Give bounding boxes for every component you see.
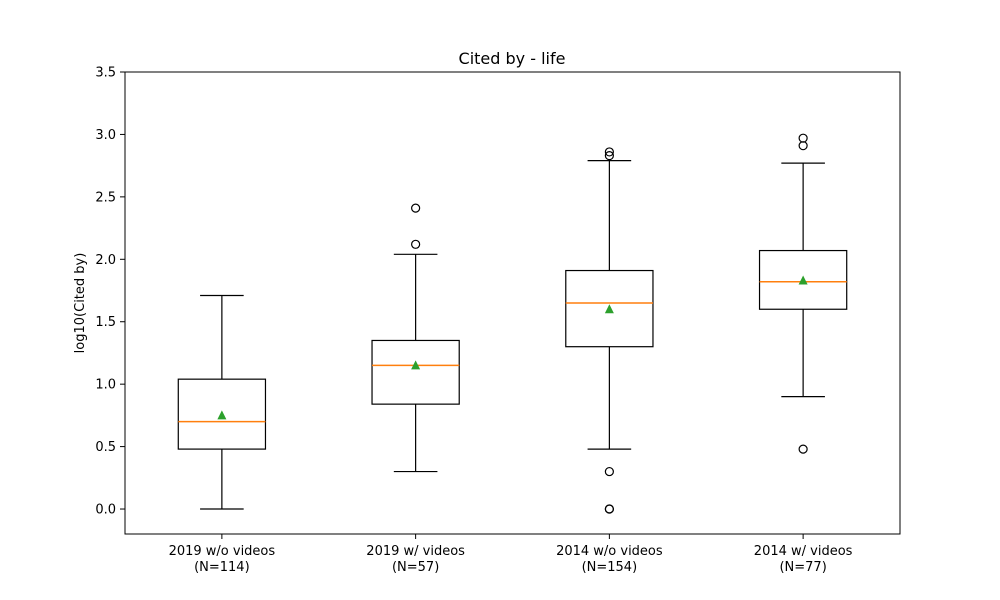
outlier-point xyxy=(604,504,614,514)
mean-marker xyxy=(604,304,614,314)
outlier-point xyxy=(798,133,808,143)
mean-marker xyxy=(798,275,808,285)
iqr-box xyxy=(371,339,460,405)
x-tick-label: 2019 w/o videos xyxy=(169,544,276,559)
y-axis-label: log10(Cited by) xyxy=(73,253,88,354)
outlier-point xyxy=(604,151,614,161)
y-tick-label: 2.5 xyxy=(95,190,116,205)
x-tick-label: 2014 w/o videos xyxy=(556,544,663,559)
outlier-point xyxy=(604,466,614,477)
y-tick-label: 1.5 xyxy=(95,315,116,330)
outlier-point xyxy=(411,203,421,213)
y-tick-label: 3.5 xyxy=(95,66,116,81)
plot-frame xyxy=(124,71,901,535)
y-tick-label: 1.0 xyxy=(95,378,116,393)
iqr-box xyxy=(177,378,267,450)
outlier-point xyxy=(798,141,808,151)
mean-marker xyxy=(411,360,421,370)
x-tick-count-label: (N=154) xyxy=(582,560,638,575)
x-tick-count-label: (N=114) xyxy=(194,560,250,575)
y-tick-label: 0.5 xyxy=(95,440,116,455)
y-tick-label: 0.0 xyxy=(95,503,116,518)
iqr-box xyxy=(565,269,654,348)
outlier-point xyxy=(604,147,614,157)
outlier-point xyxy=(798,444,808,454)
chart-title: Cited by - life xyxy=(459,49,566,68)
x-tick-label: 2019 w/ videos xyxy=(366,544,465,559)
mean-marker xyxy=(217,410,227,420)
x-tick-count-label: (N=57) xyxy=(392,560,439,575)
y-tick-label: 3.0 xyxy=(95,128,116,143)
y-tick-label: 2.0 xyxy=(95,253,116,268)
x-tick-count-label: (N=77) xyxy=(779,560,826,575)
iqr-box xyxy=(758,249,848,310)
outlier-point xyxy=(411,239,421,249)
x-tick-label: 2014 w/ videos xyxy=(754,544,853,559)
